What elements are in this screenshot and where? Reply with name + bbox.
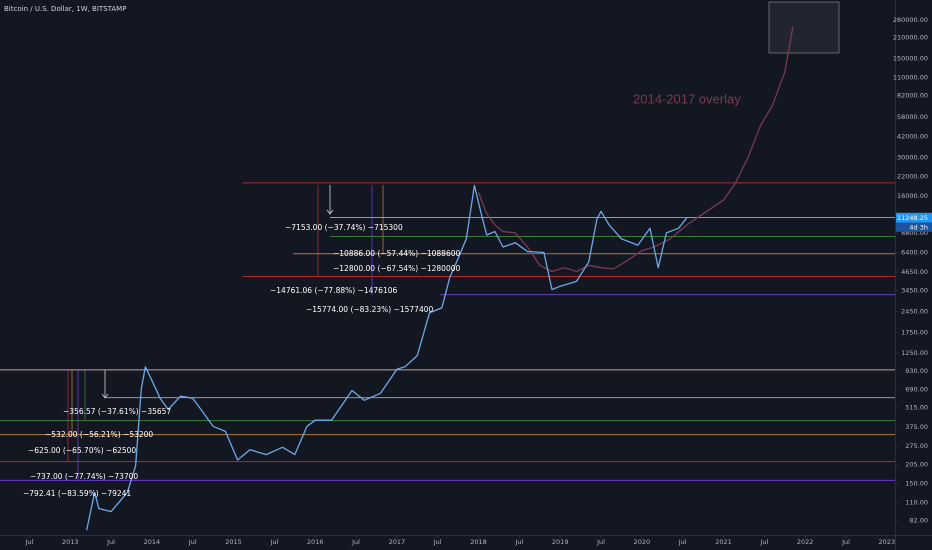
arrow [101,393,109,399]
x-tick-label: Jul [351,538,360,546]
price-tag [896,212,932,223]
y-tick-label: 1750.00 [901,328,928,336]
x-tick-label: 2018 [470,538,487,546]
y-tick-label: 22000.00 [897,172,928,180]
x-tick-label: 2017 [389,538,406,546]
x-tick-label: Jul [759,538,768,546]
countdown-label: 4d 3h [909,223,928,231]
y-tick-label: 6400.00 [901,248,928,256]
x-tick-label: Jul [841,538,850,546]
x-tick-label: 2023 [879,538,896,546]
x-tick-label: Jul [269,538,278,546]
x-tick-label: 2022 [797,538,814,546]
y-tick-label: 1250.00 [901,349,928,357]
price-line [477,26,794,273]
y-tick-label: 690.00 [905,386,928,394]
measure-label: −625.00 (−65.70%) −62500 [28,446,136,455]
x-tick-label: Jul [188,538,197,546]
measure-label: −737.00 (−77.74%) −73700 [30,472,138,481]
measure-lines [67,185,384,481]
y-tick-label: 150.00 [905,480,928,488]
overlay-label: 2014-2017 overlay [633,91,741,106]
y-tick-label: 58000.00 [897,113,928,121]
x-tick-label: Jul [106,538,115,546]
y-tick-label: 210000.00 [893,34,928,42]
x-tick-label: 2016 [307,538,324,546]
y-tick-label: 375.00 [905,423,928,431]
y-tick-label: 150000.00 [893,54,928,62]
measure-label: −12800.00 (−67.54%) −1280000 [333,264,460,273]
highlight-box [768,1,840,54]
x-tick-label: 2019 [552,538,569,546]
y-tick-label: 275.00 [905,442,928,450]
y-tick-label: 205.00 [905,460,928,468]
measure-label: −792.41 (−83.59%) −79241 [23,489,131,498]
y-tick-label: 515.00 [905,404,928,412]
y-tick-label: 42000.00 [897,133,928,141]
arrow [326,209,334,215]
measure-label: −14761.06 (−77.88%) −1476106 [270,286,397,295]
y-tick-label: 110.00 [905,499,928,507]
x-tick-label: 2020 [634,538,651,546]
y-tick-label: 8800.00 [901,229,928,237]
y-tick-label: 280000.00 [893,16,928,24]
x-tick-label: Jul [514,538,523,546]
x-tick-label: 2021 [715,538,732,546]
x-tick-label: 2013 [62,538,79,546]
measure-label: −10886.00 (−57.44%) −1088600 [333,249,460,258]
chart-title: Bitcoin / U.S. Dollar, 1W, BITSTAMP [4,5,126,13]
price-tag-label: 11248.25 [897,214,928,222]
y-tick-label: 82000.00 [897,92,928,100]
measure-label: −7153.00 (−37.74%) −715300 [285,223,403,232]
y-tick-label: 2450.00 [901,308,928,316]
x-tick-label: Jul [24,538,33,546]
y-tick-label: 4650.00 [901,268,928,276]
measure-label: −356.57 (−37.61%) −35657 [63,407,171,416]
countdown-tag [896,222,932,232]
y-tick-label: 930.00 [905,367,928,375]
y-tick-label: 16000.00 [897,192,928,200]
plot: 280000.00 210000.00 150000.00 110000.00 8200… [0,16,932,546]
x-tick-label: Jul [433,538,442,546]
x-tick-label: Jul [678,538,687,546]
y-tick-label: 110000.00 [893,73,928,81]
y-tick-label: 30000.00 [897,153,928,161]
y-tick-label: 3450.00 [901,287,928,295]
price-line [85,184,688,531]
x-tick-label: Jul [596,538,605,546]
measure-label: −15774.00 (−83.23%) −1577400 [306,305,433,314]
y-tick-label: 82.00 [909,517,928,525]
measure-label: −532.00 (−56.21%) −53200 [45,430,153,439]
x-tick-label: 2015 [225,538,242,546]
x-tick-label: 2014 [144,538,161,546]
